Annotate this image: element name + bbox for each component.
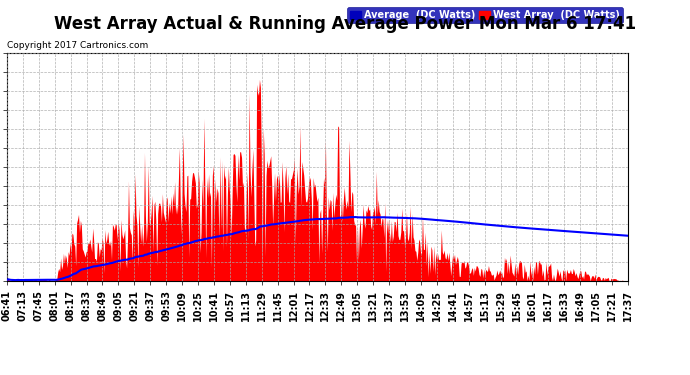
Text: Copyright 2017 Cartronics.com: Copyright 2017 Cartronics.com xyxy=(7,41,148,50)
Text: West Array Actual & Running Average Power Mon Mar 6 17:41: West Array Actual & Running Average Powe… xyxy=(54,15,636,33)
Legend: Average  (DC Watts), West Array  (DC Watts): Average (DC Watts), West Array (DC Watts… xyxy=(347,7,623,23)
